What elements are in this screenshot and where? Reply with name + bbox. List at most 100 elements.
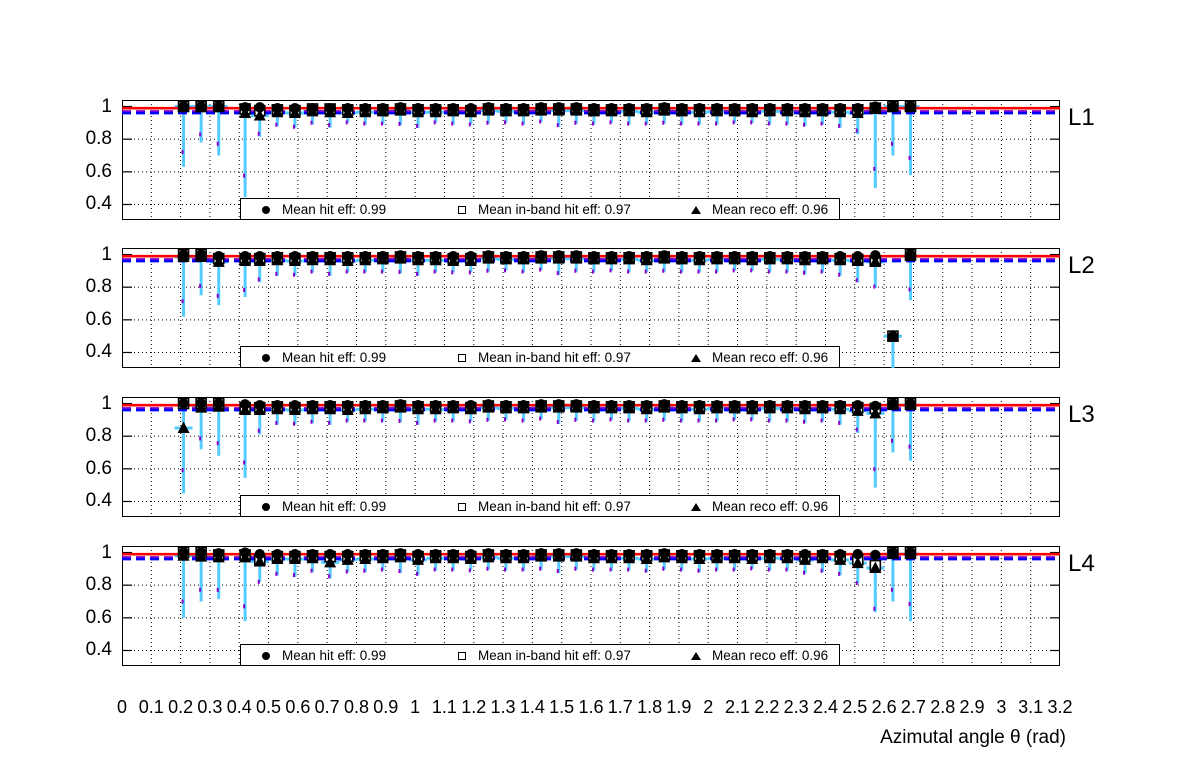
- x-tick-label: 2.4: [812, 697, 839, 717]
- legend-circle-icon: [257, 350, 275, 365]
- legend-reco-label: Mean reco eff: 0.96: [712, 647, 829, 663]
- panel-plot-area: [122, 546, 1060, 666]
- legend: Mean hit eff: 0.99 Mean in-band hit eff: …: [240, 644, 840, 666]
- legend-square-icon: [453, 648, 471, 663]
- y-tick-label: 0.4: [85, 193, 112, 215]
- x-axis-title: Azimutal angle θ (rad): [880, 727, 1066, 748]
- legend-reco-label: Mean reco eff: 0.96: [712, 349, 829, 365]
- legend-entry: Mean hit eff: 0.99: [241, 202, 445, 217]
- panel-l2: 1 0.8 0.6 0.4 Mean hit eff: 0.99 Mean in-band…: [86, 244, 1095, 368]
- x-tick-label: 1.7: [607, 697, 633, 717]
- x-tick-label: 2.5: [842, 697, 868, 717]
- x-tick-label: 0.3: [197, 697, 223, 717]
- legend-triangle-icon: [687, 648, 705, 663]
- x-tick-label: 2.2: [754, 697, 780, 717]
- y-tick-label: 1: [101, 392, 112, 414]
- legend-triangle-icon: [687, 350, 705, 365]
- panel-l4: 1 0.8 0.6 0.4 Mean hit eff: 0.99 Mean in-band…: [86, 542, 1095, 666]
- y-tick-label: 0.8: [85, 574, 112, 596]
- legend-inband-label: Mean in-band hit eff: 0.97: [478, 349, 631, 365]
- legend-square-icon: [453, 499, 471, 514]
- x-tick-label: 1.5: [549, 697, 575, 717]
- x-tick-label: 0.9: [373, 697, 399, 717]
- x-tick-label: 1.3: [490, 697, 516, 717]
- legend: Mean hit eff: 0.99 Mean in-band hit eff: …: [240, 495, 840, 517]
- x-tick-label: 1: [410, 697, 421, 717]
- x-tick-label: 3.2: [1047, 697, 1073, 717]
- legend-triangle-icon: [687, 499, 705, 514]
- y-tick-label: 0.6: [85, 457, 112, 479]
- y-tick-label: 0.4: [85, 341, 112, 363]
- x-tick-label: 0.6: [285, 697, 311, 717]
- x-tick-label: 0.2: [168, 697, 194, 717]
- legend-entry: Mean reco eff: 0.96: [679, 202, 839, 217]
- legend: Mean hit eff: 0.99 Mean in-band hit eff: …: [240, 346, 840, 368]
- x-tick-label: 1.9: [666, 697, 692, 717]
- legend-hit-label: Mean hit eff: 0.99: [282, 349, 387, 365]
- x-tick-label: 1.4: [519, 697, 545, 717]
- x-tick-label: 1.6: [578, 697, 604, 717]
- legend-entry: Mean in-band hit eff: 0.97: [445, 202, 679, 217]
- y-tick-label: 1: [101, 541, 112, 563]
- x-tick-label: 0.8: [343, 697, 370, 717]
- x-tick-label: 3: [996, 697, 1007, 717]
- legend-entry: Mean reco eff: 0.96: [679, 499, 839, 514]
- panel-label-l3: L3: [1068, 401, 1095, 428]
- y-tick-label: 0.6: [85, 308, 112, 330]
- legend-triangle-icon: [687, 202, 705, 217]
- x-tick-label: 3.1: [1018, 697, 1044, 717]
- legend-inband-label: Mean in-band hit eff: 0.97: [478, 647, 631, 663]
- legend-hit-label: Mean hit eff: 0.99: [282, 647, 387, 663]
- x-tick-label: 1.2: [461, 697, 487, 717]
- legend-hit-label: Mean hit eff: 0.99: [282, 498, 387, 514]
- legend-reco-label: Mean reco eff: 0.96: [712, 498, 829, 514]
- y-tick-label: 1: [101, 243, 112, 265]
- y-tick-label: 0.8: [85, 128, 112, 150]
- x-tick-label: 2.6: [871, 697, 897, 717]
- x-axis-tick-labels: 0 0.1 0.2 0.3 0.4 0.5 0.6 0.7 0.8 0.9 1 1.1 1.2 1.3 1.…: [0, 697, 1196, 721]
- legend-entry: Mean hit eff: 0.99: [241, 499, 445, 514]
- legend-entry: Mean hit eff: 0.99: [241, 648, 445, 663]
- x-tick-label: 0.7: [314, 697, 340, 717]
- x-tick-label: 2.8: [930, 697, 956, 717]
- y-tick-label: 0.8: [85, 425, 112, 447]
- x-tick-label: 2.1: [725, 697, 751, 717]
- panel-l3: 1 0.8 0.6 0.4 Mean hit eff: 0.99 Mean in-band…: [86, 393, 1095, 517]
- legend-inband-label: Mean in-band hit eff: 0.97: [478, 498, 631, 514]
- x-tick-label: 1.1: [431, 697, 457, 717]
- legend-inband-label: Mean in-band hit eff: 0.97: [478, 201, 631, 217]
- legend-square-icon: [453, 202, 471, 217]
- legend: Mean hit eff: 0.99 Mean in-band hit eff: …: [240, 198, 840, 220]
- legend-hit-label: Mean hit eff: 0.99: [282, 201, 387, 217]
- legend-entry: Mean in-band hit eff: 0.97: [445, 350, 679, 365]
- x-tick-label: 2.7: [900, 697, 926, 717]
- y-tick-label: 0.6: [85, 160, 112, 182]
- legend-circle-icon: [257, 202, 275, 217]
- legend-entry: Mean reco eff: 0.96: [679, 350, 839, 365]
- y-tick-label: 1: [101, 95, 112, 117]
- legend-entry: Mean in-band hit eff: 0.97: [445, 648, 679, 663]
- legend-circle-icon: [257, 648, 275, 663]
- x-tick-label: 2: [703, 697, 714, 717]
- panel-l1: 1 0.8 0.6 0.4 Mean hit eff: 0.99 Mean in-band…: [86, 96, 1095, 220]
- x-tick-label: 2.9: [959, 697, 985, 717]
- x-tick-label: 1.8: [637, 697, 663, 717]
- panel-label-l4: L4: [1068, 550, 1095, 577]
- legend-circle-icon: [257, 499, 275, 514]
- y-tick-label: 0.8: [85, 276, 112, 298]
- y-tick-label: 0.4: [85, 639, 112, 661]
- legend-entry: Mean in-band hit eff: 0.97: [445, 499, 679, 514]
- x-tick-label: 0.1: [138, 697, 164, 717]
- x-tick-label: 0.4: [226, 697, 252, 717]
- legend-reco-label: Mean reco eff: 0.96: [712, 201, 829, 217]
- panel-label-l2: L2: [1068, 252, 1095, 279]
- panel-label-l1: L1: [1068, 104, 1095, 131]
- x-tick-label: 0: [116, 697, 128, 717]
- y-tick-label: 0.4: [85, 490, 112, 512]
- legend-square-icon: [453, 350, 471, 365]
- x-tick-label: 2.3: [783, 697, 809, 717]
- legend-entry: Mean hit eff: 0.99: [241, 350, 445, 365]
- legend-entry: Mean reco eff: 0.96: [679, 648, 839, 663]
- y-tick-label: 0.6: [85, 606, 112, 628]
